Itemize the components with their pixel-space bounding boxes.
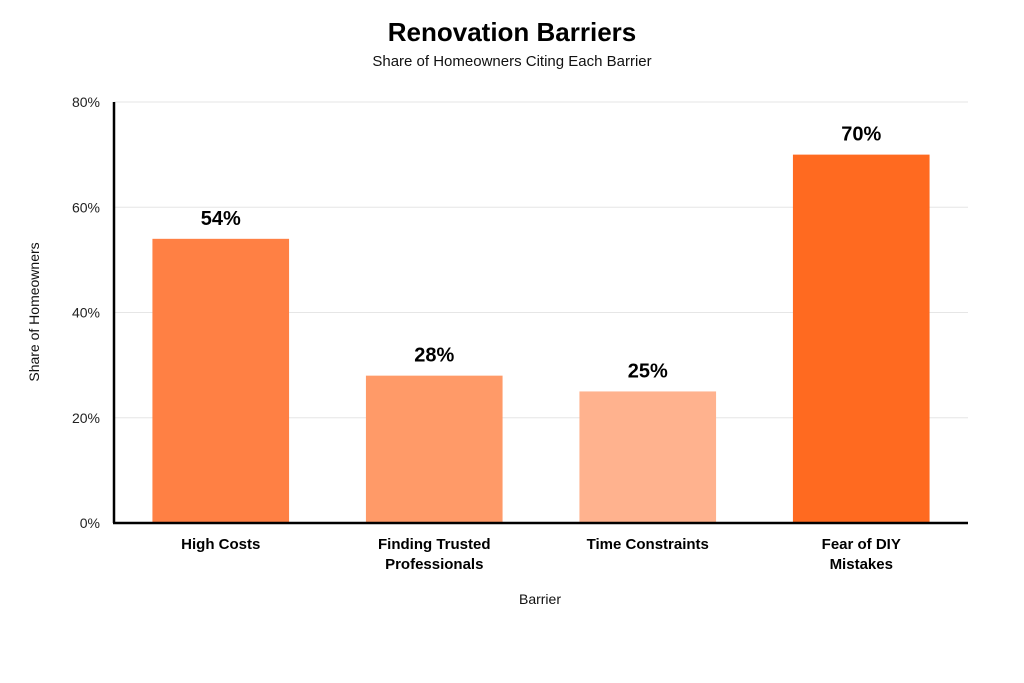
x-tick-label-line: Mistakes (830, 556, 893, 573)
y-axis-ticks: 0% 20% 40% 60% 80% (72, 94, 100, 531)
y-tick-label: 40% (72, 305, 100, 321)
chart-subtitle: Share of Homeowners Citing Each Barrier (372, 53, 651, 70)
data-label: 28% (414, 345, 454, 367)
y-tick-label: 60% (72, 199, 100, 215)
data-labels: 54% 28% 25% 70% (201, 124, 882, 383)
x-axis-ticks: High Costs Finding Trusted Professionals Ti… (181, 536, 901, 573)
y-tick-label: 20% (72, 410, 100, 426)
x-tick-label-line: Time Constraints (587, 536, 709, 553)
y-axis-label: Share of Homeowners (26, 242, 42, 381)
chart-title: Renovation Barriers (388, 17, 637, 47)
bar (365, 375, 503, 523)
y-tick-label: 80% (72, 94, 100, 110)
bar (152, 238, 290, 523)
x-tick-label: Finding Trusted Professionals (378, 536, 491, 573)
bars (152, 154, 930, 523)
x-tick-label: Fear of DIY Mistakes (822, 536, 901, 573)
x-tick-label: Time Constraints (587, 536, 709, 553)
bar (579, 391, 717, 523)
data-label: 54% (201, 208, 241, 230)
x-tick-label-line: High Costs (181, 536, 260, 553)
data-label: 70% (841, 124, 881, 146)
y-tick-label: 0% (80, 515, 100, 531)
x-tick-label-line: Professionals (385, 556, 483, 573)
x-tick-label-line: Finding Trusted (378, 536, 491, 553)
x-axis-label: Barrier (519, 591, 561, 607)
data-label: 25% (628, 360, 668, 382)
bar (792, 154, 930, 523)
x-tick-label: High Costs (181, 536, 260, 553)
x-tick-label-line: Fear of DIY (822, 536, 901, 553)
